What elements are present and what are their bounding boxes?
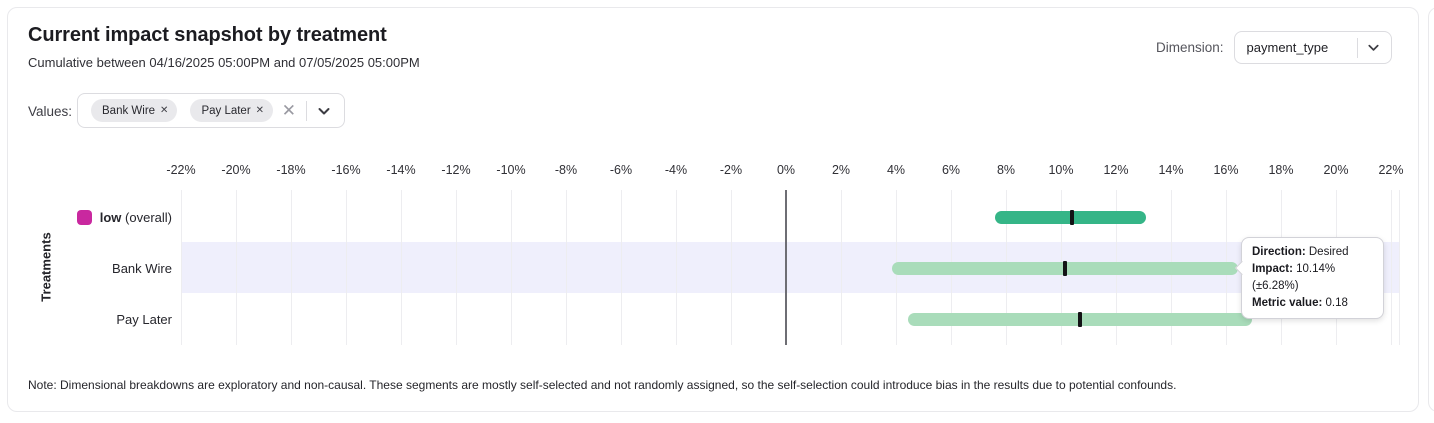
chip-remove-icon[interactable]: ✕ <box>160 104 169 116</box>
x-axis-tick-label: -2% <box>719 163 743 177</box>
x-axis-tick-label: -6% <box>609 163 633 177</box>
gridline <box>510 190 512 345</box>
x-axis-tick-label: 22% <box>1378 163 1404 177</box>
gridline <box>730 190 732 345</box>
dimension-select[interactable]: payment_type <box>1233 31 1392 64</box>
treatment-row-label: Pay Later <box>116 311 172 329</box>
x-axis-tick-label: 14% <box>1158 163 1184 177</box>
gridline <box>1390 190 1392 345</box>
treatment-row-label: Bank Wire <box>112 259 172 277</box>
impact-point-tick <box>1078 312 1083 327</box>
zero-axis-line <box>785 190 787 345</box>
dimension-value: payment_type <box>1246 40 1329 55</box>
treatment-row-label: low (overall) <box>76 208 172 226</box>
x-axis-tick-label: -12% <box>441 163 471 177</box>
x-axis-tick-label: 6% <box>941 163 961 177</box>
footnote: Note: Dimensional breakdowns are explora… <box>28 378 1177 392</box>
x-axis-tick-label: -8% <box>554 163 578 177</box>
value-chip[interactable]: Bank Wire ✕ <box>91 99 178 122</box>
impact-point-tick <box>1062 260 1067 276</box>
gridline <box>290 190 292 345</box>
x-axis-tick-label: -20% <box>221 163 251 177</box>
adjacent-card-edge <box>1428 7 1434 412</box>
x-axis-tick-label: -22% <box>166 163 196 177</box>
x-axis-tick-label: 4% <box>886 163 906 177</box>
legend-swatch <box>76 209 92 225</box>
gridline <box>455 190 457 345</box>
x-axis-tick-label: -16% <box>331 163 361 177</box>
selected-value-chips: Bank Wire ✕ Pay Later ✕ <box>91 99 274 122</box>
x-axis-tick-label: -10% <box>496 163 526 177</box>
panel-card <box>7 7 1419 412</box>
gridline <box>345 190 347 345</box>
chevron-down-icon[interactable] <box>1366 40 1381 55</box>
date-range-subtitle: Cumulative between 04/16/2025 05:00PM an… <box>28 55 420 70</box>
dimension-label: Dimension: <box>1156 40 1224 55</box>
treatment-name: low (overall) <box>99 209 172 225</box>
bar-tooltip: Direction: Desired Impact: 10.14% (±6.28%… <box>1234 237 1384 319</box>
select-divider <box>306 100 307 121</box>
x-axis-tick-label: 12% <box>1103 163 1129 177</box>
values-label: Values: <box>28 104 73 119</box>
x-axis-tick-label: 10% <box>1048 163 1074 177</box>
value-chip-label: Bank Wire <box>102 104 156 117</box>
treatment-name: Bank Wire <box>112 260 172 276</box>
select-divider <box>1356 37 1358 58</box>
x-axis-tick-label: 2% <box>831 163 851 177</box>
tooltip-row: Impact: 10.14% (±6.28%) <box>1252 263 1336 292</box>
x-axis-tick-label: 0% <box>776 163 796 177</box>
page-title: Current impact snapshot by treatment <box>28 24 387 46</box>
x-axis-tick-label: -18% <box>276 163 306 177</box>
chevron-down-icon[interactable] <box>316 103 332 119</box>
x-axis-tick-label: -14% <box>386 163 416 177</box>
x-axis-tick-label: 8% <box>996 163 1016 177</box>
gridline <box>620 190 622 345</box>
value-chip[interactable]: Pay Later ✕ <box>190 99 274 122</box>
dimension-control: Dimension: payment_type <box>1156 31 1392 64</box>
tooltip-row: Direction: Desired <box>1252 246 1349 258</box>
impact-point-tick <box>1070 209 1074 225</box>
gridline <box>675 190 677 345</box>
chip-remove-icon[interactable]: ✕ <box>255 104 265 116</box>
clear-all-icon[interactable]: ✕ <box>281 101 296 120</box>
treatment-name: Pay Later <box>116 312 172 327</box>
x-axis-tick-label: 16% <box>1213 163 1239 177</box>
plot-area: -22% -20% -18% -16% -14% -12% -10% -8% -6% -4% -2%… <box>166 163 1404 345</box>
gridline <box>180 190 182 345</box>
values-multiselect[interactable]: Bank Wire ✕ Pay Later ✕ ✕ <box>77 93 345 128</box>
gridline <box>565 190 567 345</box>
x-axis-tick-label: 18% <box>1268 163 1294 177</box>
value-chip-label: Pay Later <box>201 104 251 117</box>
gridline <box>400 190 402 345</box>
gridline <box>235 190 237 345</box>
treatment-row-labels: low (overall) Bank Wire Pay Later <box>0 190 172 345</box>
gridline <box>840 190 842 345</box>
x-axis-tick-label: 20% <box>1323 163 1349 177</box>
x-axis-tick-label: -4% <box>664 163 688 177</box>
plot-right-border <box>1399 190 1400 345</box>
tooltip-row: Metric value: 0.18 <box>1252 297 1348 309</box>
